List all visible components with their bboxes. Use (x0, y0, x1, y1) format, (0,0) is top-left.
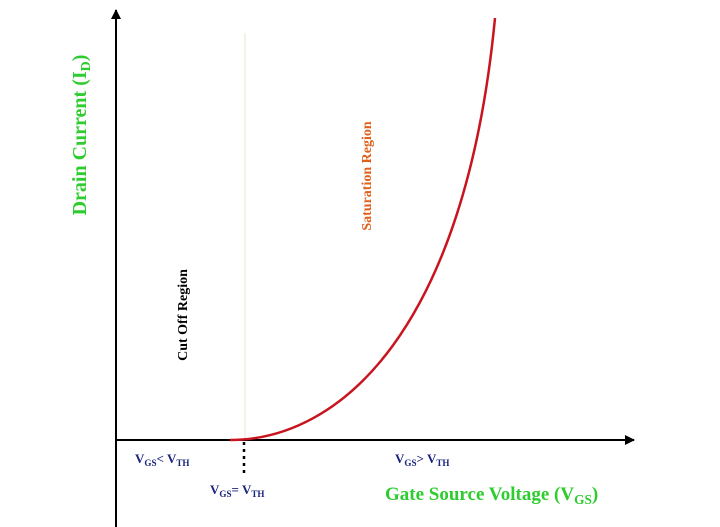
label-part: > V (417, 451, 437, 466)
label-subscript: GS (144, 458, 156, 468)
condition-above: VGS> VTH (395, 451, 449, 468)
saturation-label: Saturation Region (360, 121, 375, 231)
label-part: Drain Current (I (69, 71, 91, 215)
label-subscript: GS (404, 458, 416, 468)
y-axis-label: Drain Current (ID) (69, 55, 94, 216)
condition-below: VGS< VTH (135, 451, 189, 468)
label-subscript: TH (176, 458, 189, 468)
label-part: < V (157, 451, 177, 466)
label-part: V (210, 482, 220, 497)
label-part: ) (69, 55, 91, 62)
cut-off-label: Cut Off Region (176, 269, 191, 361)
label-subscript: TH (436, 458, 449, 468)
transfer-curve (229, 17, 497, 442)
label-part: V (135, 451, 145, 466)
label-subscript: TH (251, 489, 264, 499)
x-axis-label: Gate Source Voltage (VGS) (385, 484, 598, 507)
label-part: V (395, 451, 405, 466)
label-subscript: GS (574, 492, 592, 507)
condition-equal: VGS= VTH (210, 482, 264, 499)
label-part: ) (592, 484, 598, 505)
label-subscript: GS (219, 489, 231, 499)
label-subscript: D (79, 61, 94, 71)
label-part: Gate Source Voltage (V (385, 484, 574, 505)
label-part: = V (232, 482, 252, 497)
